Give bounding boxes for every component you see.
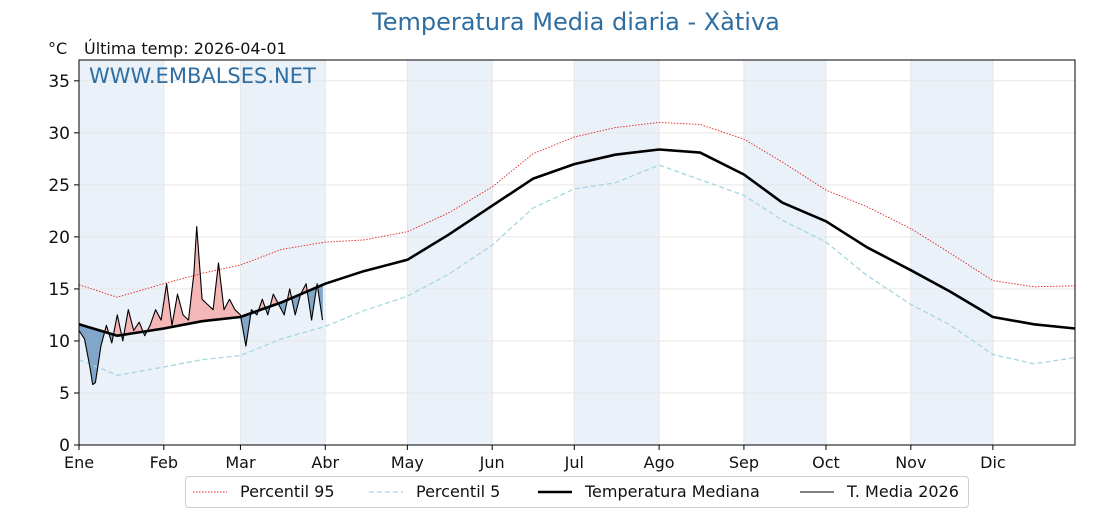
- x-tick-label: May: [391, 453, 424, 472]
- x-tick-label: Oct: [812, 453, 840, 472]
- x-tick-label: Ago: [644, 453, 675, 472]
- axes: 0 5 10 15 20 25 30 35 Ene Feb Mar Abr May Jun Jul Ago Se…: [48, 72, 1005, 472]
- plot-frame: [78, 59, 1076, 446]
- y-tick-label: 35: [48, 72, 70, 92]
- y-tick-label: 25: [48, 176, 70, 196]
- series-p5-line: [78, 164, 1076, 376]
- legend: Percentil 95 Percentil 5 Temperatura Med…: [185, 476, 969, 508]
- x-tick-label: Jun: [479, 453, 505, 472]
- legend-swatch-p95: [193, 491, 227, 493]
- legend-label-current: T. Media 2026: [847, 482, 959, 501]
- x-tick-label: Abr: [311, 453, 339, 472]
- month-band-sep: [743, 60, 826, 445]
- month-band-mar: [240, 60, 326, 445]
- chart-title: Temperatura Media diaria - Xàtiva: [372, 8, 780, 36]
- month-band-jul: [574, 60, 660, 445]
- x-tick-label: Jul: [564, 453, 584, 472]
- series-current-line: [78, 225, 324, 386]
- month-bands: [79, 60, 993, 445]
- x-tick-label: Nov: [895, 453, 926, 472]
- x-tick-label: Feb: [150, 453, 178, 472]
- legend-label-p5: Percentil 5: [416, 482, 501, 501]
- y-tick-label: 30: [48, 124, 70, 144]
- watermark: WWW.EMBALSES.NET: [89, 64, 316, 88]
- y-tick-label: 5: [59, 384, 70, 404]
- y-tick-label: 15: [48, 280, 70, 300]
- x-tick-label: Mar: [225, 453, 256, 472]
- unit-label: °C: [48, 39, 68, 58]
- x-tick-label: Sep: [729, 453, 759, 472]
- series-p95-line: [78, 121, 1076, 298]
- legend-swatch-median: [538, 490, 572, 494]
- month-band-nov: [910, 60, 993, 445]
- y-tick-label: 0: [59, 436, 70, 456]
- plot-border: [78, 59, 1076, 446]
- last-temp-label: Última temp:: [84, 39, 189, 58]
- y-tick-label: 20: [48, 228, 70, 248]
- legend-swatch-current: [800, 491, 834, 493]
- legend-label-median: Temperatura Mediana: [585, 482, 760, 501]
- x-tick-label: Dic: [980, 453, 1006, 472]
- y-tick-label: 10: [48, 332, 70, 352]
- legend-swatch-p5: [369, 491, 403, 493]
- legend-label-p95: Percentil 95: [240, 482, 335, 501]
- month-band-ene: [79, 60, 164, 445]
- x-tick-label: Ene: [64, 453, 94, 472]
- last-temp-date: 2026-04-01: [193, 39, 287, 58]
- series-lines: [78, 121, 1076, 386]
- last-temp-info: Última temp: 2026-04-01: [84, 39, 287, 58]
